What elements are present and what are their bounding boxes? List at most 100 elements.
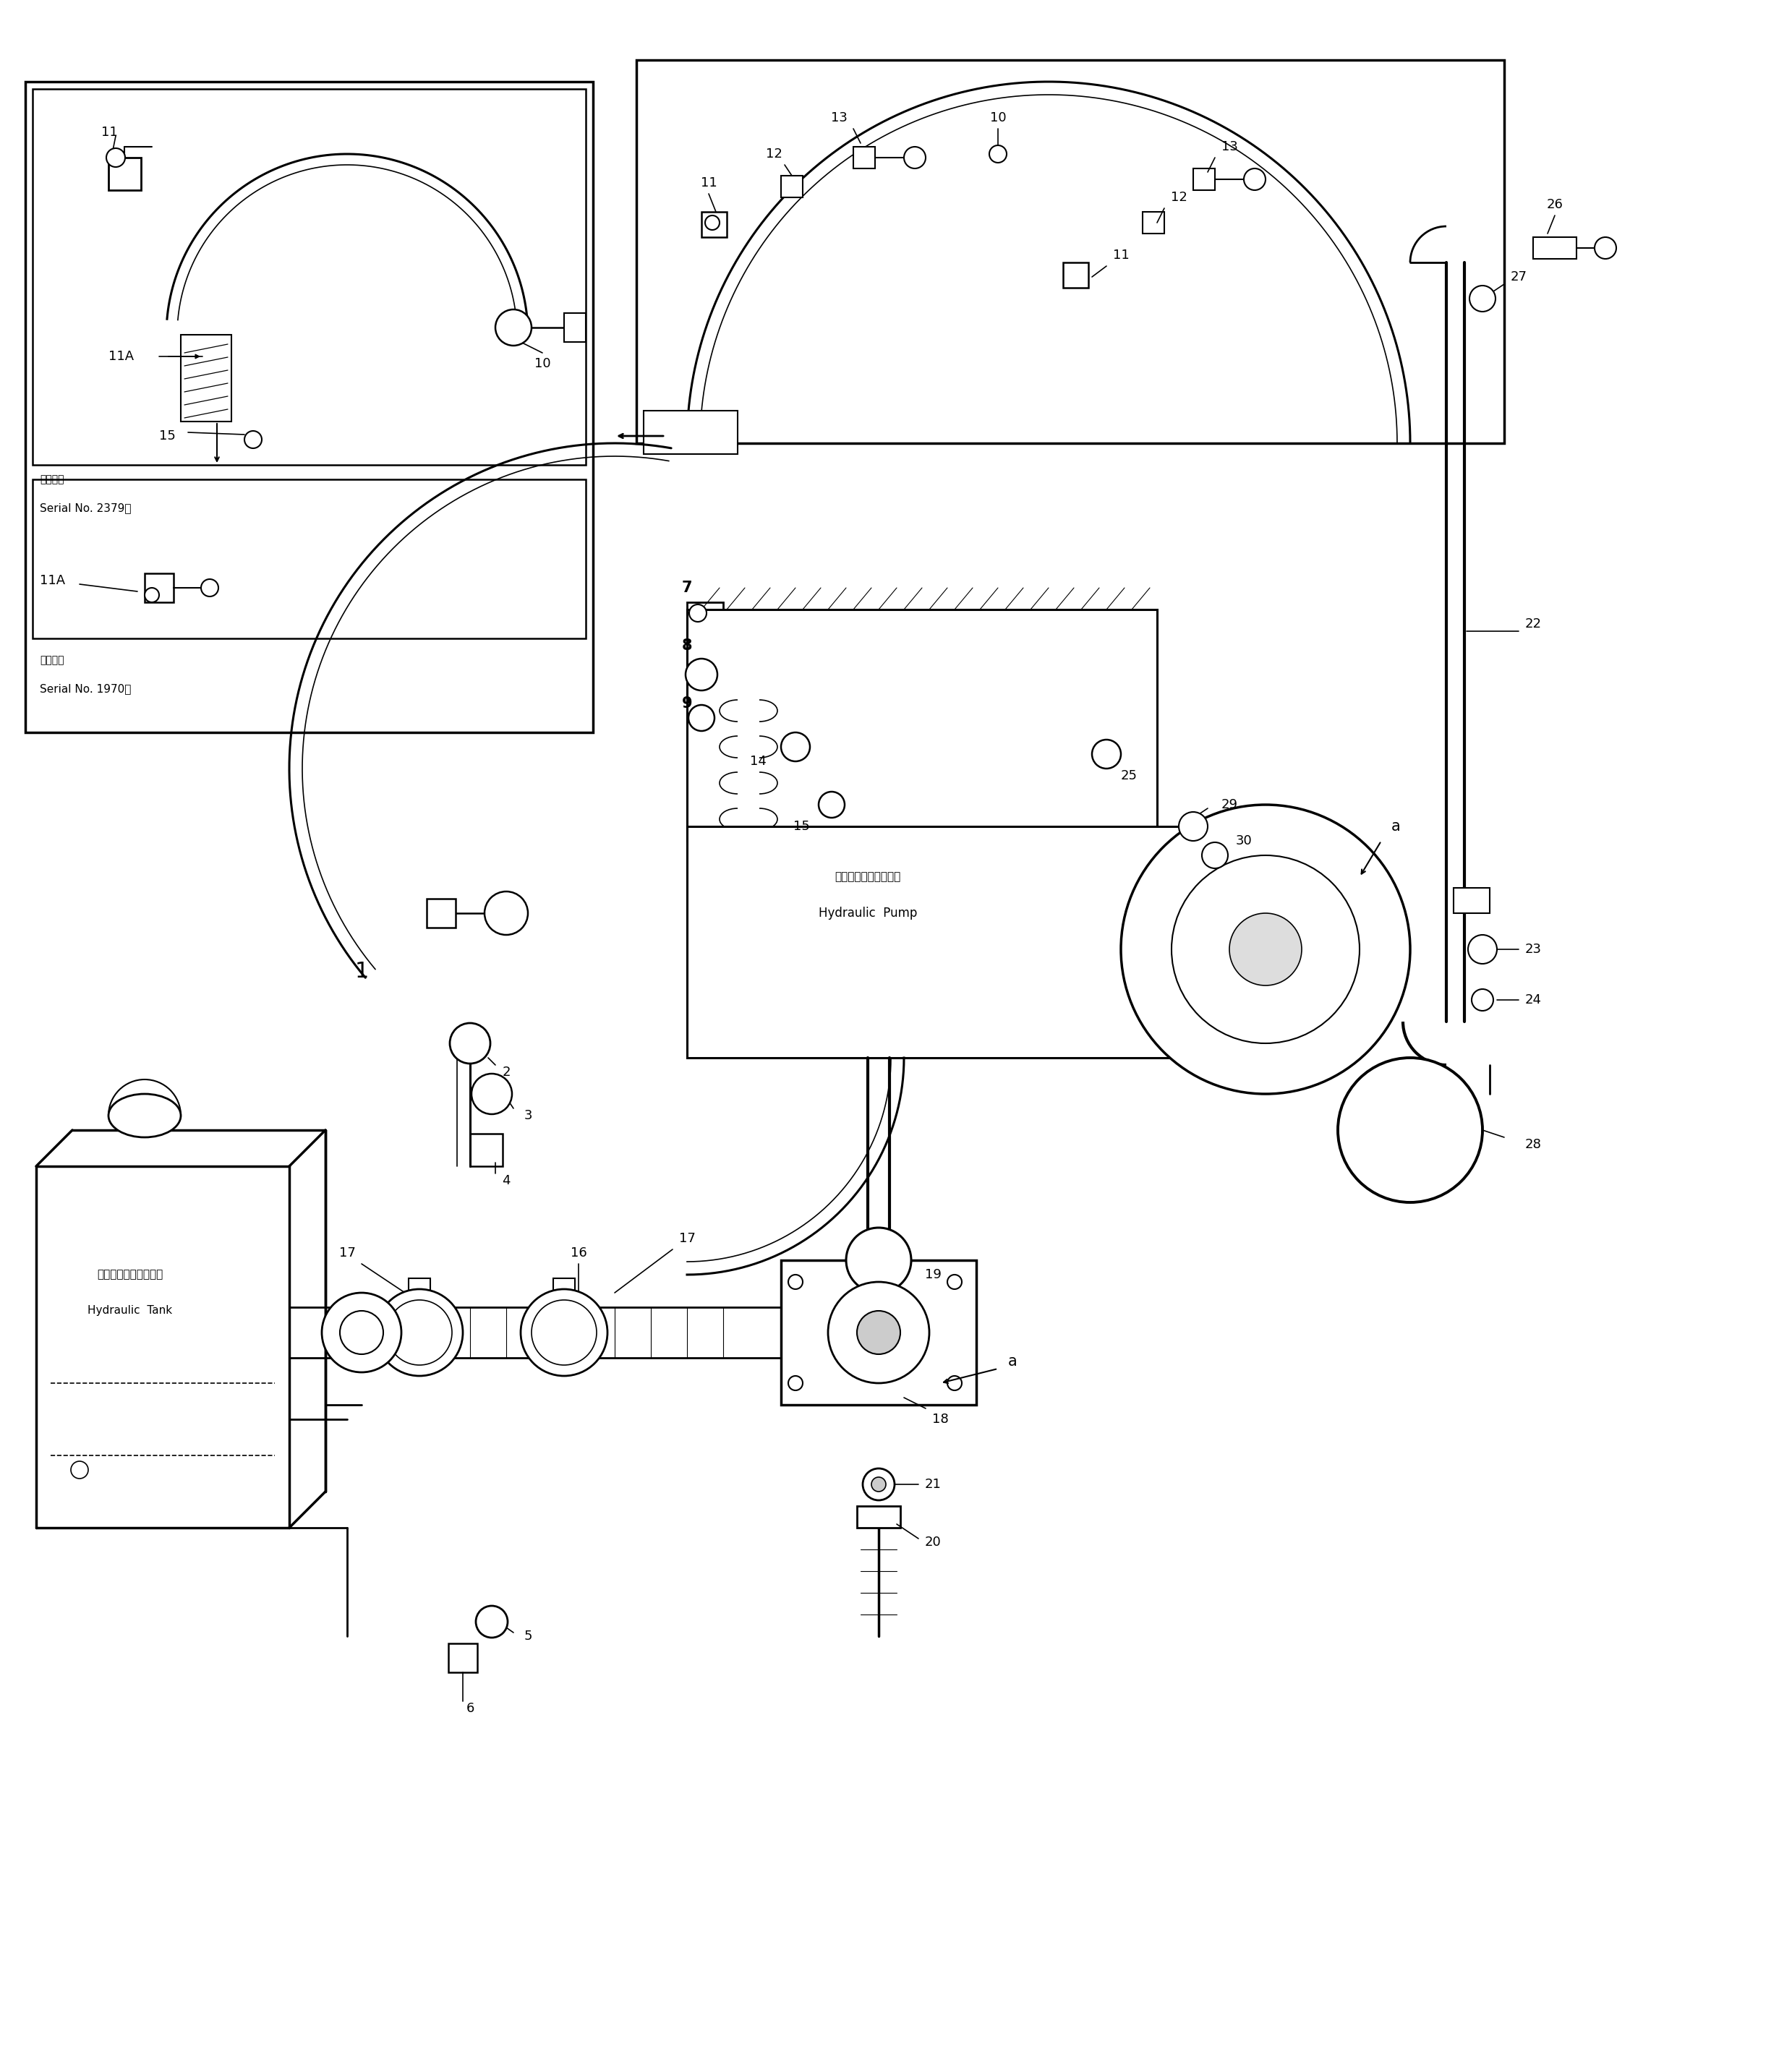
Bar	[1143, 211, 1165, 234]
Circle shape	[323, 1294, 401, 1372]
Circle shape	[948, 1377, 962, 1391]
Circle shape	[846, 1228, 910, 1294]
Text: a: a	[1391, 820, 1400, 834]
Text: 12: 12	[765, 147, 781, 161]
Circle shape	[788, 1275, 803, 1290]
Circle shape	[1229, 913, 1301, 985]
Text: 11: 11	[1113, 248, 1129, 261]
Text: ハイドロリックポンプ: ハイドロリックポンプ	[835, 871, 901, 882]
Ellipse shape	[109, 1093, 181, 1136]
Text: 28: 28	[1525, 1138, 1541, 1151]
Text: 13: 13	[831, 112, 848, 124]
Bar	[25, 81, 593, 733]
Text: 1: 1	[355, 960, 369, 981]
Circle shape	[495, 308, 532, 346]
Circle shape	[1244, 168, 1265, 190]
Text: 14: 14	[751, 756, 767, 768]
Circle shape	[686, 658, 717, 691]
Text: 11: 11	[100, 126, 118, 139]
Text: 10: 10	[989, 112, 1005, 124]
Circle shape	[862, 1468, 894, 1501]
Text: 10: 10	[534, 358, 550, 371]
Circle shape	[521, 1290, 607, 1377]
Circle shape	[1595, 238, 1616, 259]
Text: ハイドロリックタンク: ハイドロリックタンク	[97, 1269, 163, 1279]
Bar	[426, 898, 455, 927]
Text: 23: 23	[1525, 942, 1541, 956]
Circle shape	[903, 147, 926, 168]
Bar	[409, 1279, 430, 1296]
Bar	[448, 1644, 477, 1673]
Bar	[181, 335, 231, 422]
Bar	[1534, 238, 1577, 259]
Circle shape	[532, 1300, 597, 1364]
Text: 22: 22	[1525, 617, 1541, 631]
Text: 4: 4	[502, 1174, 511, 1188]
Bar	[32, 480, 586, 638]
Circle shape	[244, 431, 262, 449]
Text: 8: 8	[681, 638, 692, 652]
Bar	[853, 147, 874, 168]
Circle shape	[477, 1606, 507, 1637]
Circle shape	[1172, 855, 1360, 1043]
Circle shape	[819, 791, 844, 818]
Bar	[701, 211, 728, 238]
Circle shape	[72, 1461, 88, 1478]
Text: 27: 27	[1511, 271, 1527, 284]
Text: 9: 9	[681, 696, 692, 710]
Circle shape	[788, 1377, 803, 1391]
Text: 5: 5	[523, 1629, 532, 1644]
Circle shape	[145, 588, 159, 602]
Circle shape	[201, 580, 219, 596]
Circle shape	[340, 1310, 383, 1354]
Text: 12: 12	[1170, 190, 1186, 203]
Text: 11A: 11A	[109, 350, 134, 362]
Text: 適用号機: 適用号機	[39, 654, 65, 664]
Circle shape	[1469, 286, 1496, 313]
Bar	[564, 313, 586, 342]
Circle shape	[376, 1290, 462, 1377]
Circle shape	[828, 1281, 930, 1383]
Bar	[686, 609, 1158, 840]
Bar	[686, 602, 724, 638]
Text: Hydraulic  Tank: Hydraulic Tank	[88, 1306, 172, 1317]
Bar	[145, 573, 174, 602]
Text: 20: 20	[925, 1536, 941, 1548]
Circle shape	[1471, 989, 1493, 1010]
Text: 15: 15	[794, 820, 810, 832]
Text: Serial No. 2379～: Serial No. 2379～	[39, 503, 131, 513]
Circle shape	[106, 149, 125, 168]
Circle shape	[1468, 936, 1496, 965]
Bar	[686, 826, 1301, 1058]
Text: 17: 17	[679, 1232, 695, 1244]
Text: 16: 16	[570, 1246, 586, 1259]
Text: a: a	[1007, 1354, 1018, 1368]
Circle shape	[1122, 805, 1410, 1093]
Text: 17: 17	[339, 1246, 355, 1259]
Text: 6: 6	[466, 1702, 475, 1716]
Circle shape	[871, 1478, 885, 1492]
Circle shape	[1179, 811, 1208, 840]
Circle shape	[1091, 739, 1122, 768]
Circle shape	[1202, 842, 1228, 867]
Circle shape	[857, 1310, 900, 1354]
Bar	[32, 89, 586, 466]
Bar	[554, 1279, 575, 1296]
Text: 3: 3	[523, 1110, 532, 1122]
Text: 21: 21	[925, 1478, 941, 1490]
Text: 7: 7	[681, 580, 692, 594]
Text: Hydraulic  Pump: Hydraulic Pump	[819, 907, 918, 919]
Bar	[781, 176, 803, 197]
Circle shape	[450, 1023, 491, 1064]
Circle shape	[484, 892, 529, 936]
Circle shape	[989, 145, 1007, 164]
Bar	[470, 1134, 502, 1165]
Text: 13: 13	[1220, 141, 1238, 153]
Text: 26: 26	[1546, 199, 1563, 211]
Text: 19: 19	[925, 1269, 941, 1281]
Text: 15: 15	[159, 428, 176, 443]
Bar	[109, 157, 142, 190]
Text: 24: 24	[1525, 994, 1541, 1006]
Text: 11A: 11A	[39, 573, 65, 588]
Text: 適用号機: 適用号機	[39, 474, 65, 484]
